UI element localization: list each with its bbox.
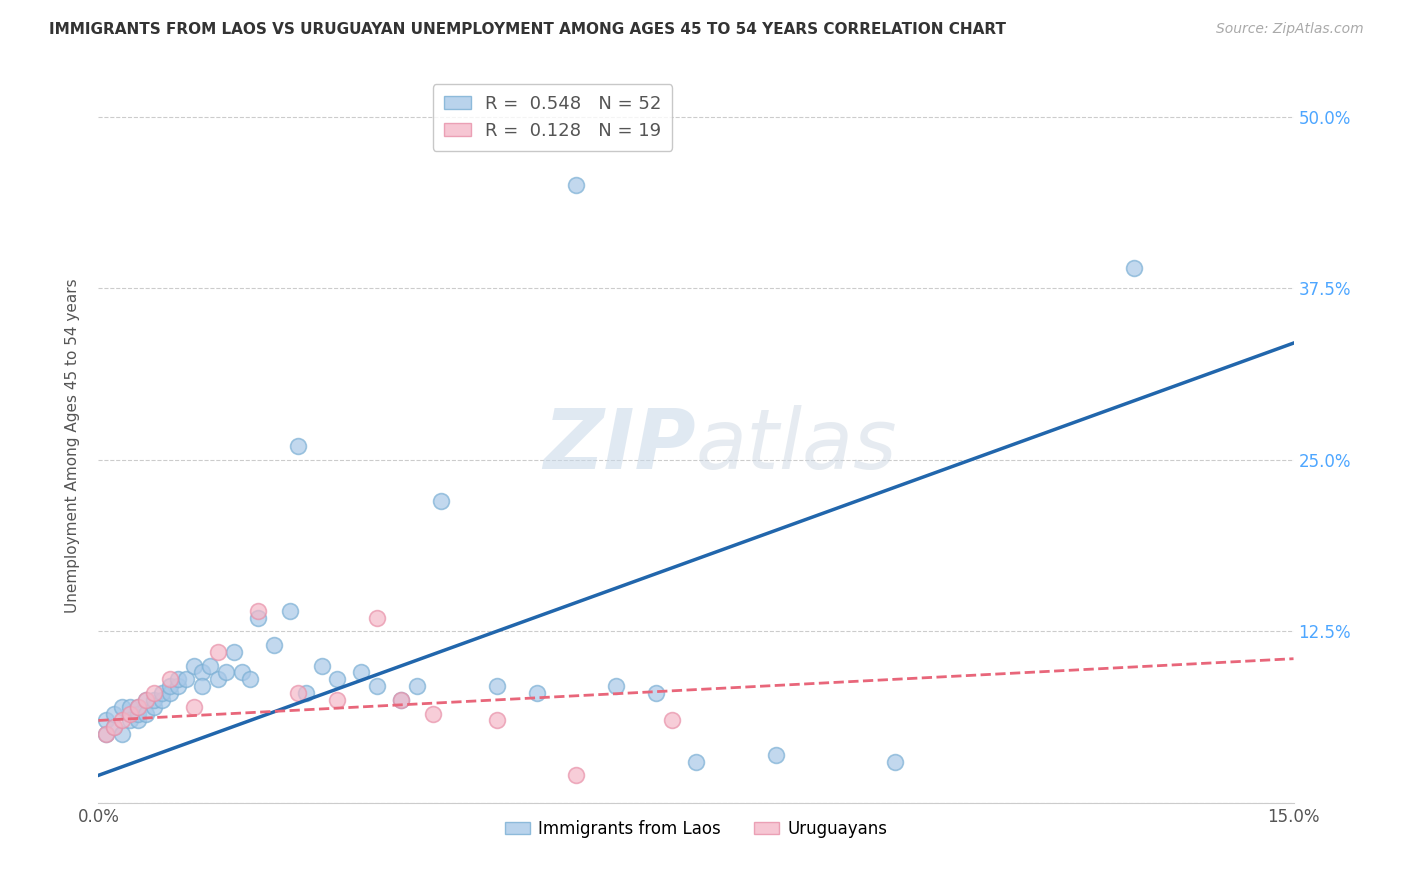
Point (96, 727, 118, 741)
Point (287, 439, 309, 453)
Point (135, 706, 157, 721)
Text: Source: ZipAtlas.com: Source: ZipAtlas.com (1216, 22, 1364, 37)
Point (765, 747, 787, 762)
Point (326, 673, 349, 687)
Point (143, 686, 166, 700)
Point (685, 755, 707, 769)
Point (103, 720, 125, 734)
Text: IMMIGRANTS FROM LAOS VS URUGUAYAN UNEMPLOYMENT AMONG AGES 45 TO 54 YEARS CORRELA: IMMIGRANTS FROM LAOS VS URUGUAYAN UNEMPL… (49, 22, 1007, 37)
Point (111, 699, 134, 714)
Point (143, 693, 166, 707)
Point (207, 645, 229, 659)
Point (406, 679, 429, 693)
Point (183, 699, 205, 714)
Point (645, 686, 668, 700)
Point (127, 714, 149, 728)
Point (565, 768, 588, 782)
Point (191, 665, 214, 680)
Text: atlas: atlas (696, 406, 897, 486)
Point (191, 679, 214, 693)
Point (215, 665, 238, 680)
Point (389, 693, 412, 707)
Point (135, 693, 157, 707)
Point (430, 494, 453, 508)
Point (222, 645, 245, 659)
Point (198, 658, 221, 673)
Point (246, 610, 269, 624)
Point (96, 727, 118, 741)
Point (294, 686, 316, 700)
Point (120, 706, 142, 721)
Point (565, 178, 588, 193)
Point (143, 699, 166, 714)
Point (246, 604, 269, 618)
Point (167, 679, 190, 693)
Point (127, 699, 149, 714)
Point (103, 706, 125, 721)
Point (207, 673, 229, 687)
Point (150, 693, 173, 707)
Y-axis label: Unemployment Among Ages 45 to 54 years: Unemployment Among Ages 45 to 54 years (65, 278, 80, 614)
Point (485, 714, 508, 728)
Point (287, 686, 309, 700)
Point (127, 706, 149, 721)
Point (1123, 260, 1146, 275)
Point (661, 714, 683, 728)
Point (183, 658, 205, 673)
Point (150, 686, 173, 700)
Point (167, 673, 190, 687)
Point (884, 755, 907, 769)
Point (111, 714, 134, 728)
Point (278, 604, 301, 618)
Point (485, 679, 508, 693)
Point (311, 658, 333, 673)
Point (120, 699, 142, 714)
Point (326, 693, 349, 707)
Legend: Immigrants from Laos, Uruguayans: Immigrants from Laos, Uruguayans (498, 814, 894, 845)
Point (366, 610, 388, 624)
Point (526, 686, 548, 700)
Point (96, 714, 118, 728)
Point (239, 673, 262, 687)
Point (605, 679, 627, 693)
Point (103, 720, 125, 734)
Point (159, 673, 181, 687)
Point (366, 679, 388, 693)
Point (174, 673, 197, 687)
Point (135, 693, 157, 707)
Point (159, 679, 181, 693)
Point (231, 665, 253, 680)
Point (120, 714, 142, 728)
Point (389, 693, 412, 707)
Point (263, 638, 285, 652)
Point (111, 727, 134, 741)
Text: ZIP: ZIP (543, 406, 696, 486)
Point (422, 706, 444, 721)
Point (159, 686, 181, 700)
Point (127, 699, 149, 714)
Point (350, 665, 373, 680)
